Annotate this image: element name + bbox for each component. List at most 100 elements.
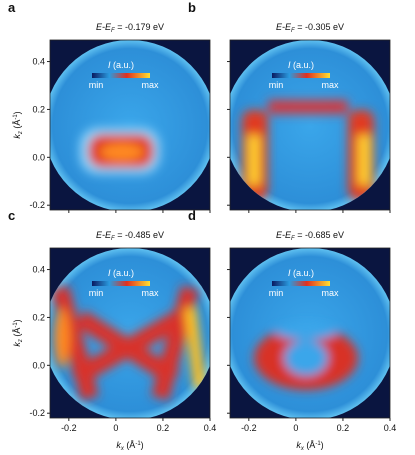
- map: [50, 40, 210, 210]
- intensity: [80, 128, 160, 174]
- colorbar-unit: (a.u.): [111, 268, 135, 278]
- panel: a E-EF = -0.179 eV I (a.u.) min max -0.2 0.0 0.…: [8, 0, 211, 213]
- title-sub: F: [111, 28, 115, 34]
- colorbar-title: I (a.u.): [288, 60, 314, 70]
- panel-label: c: [8, 208, 15, 223]
- y-tick-label: 0.4: [32, 265, 45, 275]
- axis-unit: (Å: [124, 440, 136, 450]
- axis-symbol: k: [12, 134, 22, 139]
- panel-label: a: [8, 0, 16, 15]
- x-tick-label: 0: [293, 423, 298, 433]
- colorbar-symbol: I: [108, 60, 111, 70]
- axis-sub: x: [120, 446, 125, 452]
- axis-unit: (Å: [12, 328, 22, 340]
- y-tick-label: -0.2: [29, 200, 45, 210]
- axis-sub: x: [300, 446, 305, 452]
- hot-spot: [358, 135, 370, 185]
- axis-unit-close: ): [12, 111, 22, 114]
- colorbar-symbol: I: [108, 268, 111, 278]
- axes-frame: [49, 39, 211, 211]
- axis-exp: -1: [13, 322, 19, 328]
- y-axis-label: kz (Å-1): [12, 111, 24, 138]
- hot-spot: [54, 308, 70, 368]
- y-tick-label: 0.2: [32, 104, 45, 114]
- panel: b E-EF = -0.305 eV I (a.u.) min max: [188, 0, 391, 213]
- panel-label: d: [188, 208, 196, 223]
- panel-title: E-EF = -0.305 eV: [276, 22, 344, 34]
- map: [50, 248, 210, 418]
- title-sub: F: [111, 236, 115, 242]
- panel: d E-EF = -0.685 eV I (a.u.) min max -0.2 0 0.2 0…: [188, 208, 396, 452]
- y-axis-label: kz (Å-1): [12, 319, 24, 346]
- axis-sub: z: [18, 131, 24, 135]
- title-var: E-E: [276, 230, 292, 240]
- x-tick-label: 0.2: [337, 423, 350, 433]
- hot-spot: [276, 324, 336, 340]
- y-tick-label: 0.4: [32, 57, 45, 67]
- colorbar: [92, 73, 150, 78]
- axis-symbol: k: [12, 342, 22, 347]
- axis-unit-close: ): [12, 319, 22, 322]
- intensity: [242, 100, 374, 200]
- y-tick-label: 0.0: [32, 360, 45, 370]
- panel-title: E-EF = -0.485 eV: [96, 230, 164, 242]
- panel-title: E-EF = -0.685 eV: [276, 230, 344, 242]
- axis-unit: (Å: [304, 440, 316, 450]
- x-tick-label: 0.2: [157, 423, 170, 433]
- y-tick-label: -0.2: [29, 408, 45, 418]
- title-value: = -0.179 eV: [115, 22, 164, 32]
- axes-frame: [229, 39, 391, 211]
- colorbar-max: max: [321, 288, 339, 298]
- hot-spot: [184, 307, 206, 389]
- x-tick-label: 0.4: [204, 423, 217, 433]
- title-sub: F: [291, 236, 295, 242]
- colorbar-symbol: I: [288, 268, 291, 278]
- intensity: [254, 324, 358, 390]
- hot-spot: [51, 285, 199, 401]
- axes-frame: [229, 247, 391, 419]
- colorbar-unit: (a.u.): [291, 268, 315, 278]
- intensity: [51, 285, 206, 401]
- panel: c E-EF = -0.485 eV I (a.u.) min max -0.2 0 0.2 0…: [8, 208, 216, 452]
- panel-label: b: [188, 0, 196, 15]
- axis-unit-close: ): [141, 440, 144, 450]
- hot-spot: [284, 340, 328, 376]
- x-tick-label: -0.2: [241, 423, 257, 433]
- colorbar-title: I (a.u.): [288, 268, 314, 278]
- colorbar-min: min: [89, 80, 104, 90]
- colorbar: [92, 281, 150, 286]
- x-tick-label: 0.4: [384, 423, 397, 433]
- title-var: E-E: [276, 22, 292, 32]
- colorbar: [272, 281, 330, 286]
- colorbar-unit: (a.u.): [291, 60, 315, 70]
- colorbar-max: max: [141, 288, 159, 298]
- colorbar-title: I (a.u.): [108, 60, 134, 70]
- title-value: = -0.305 eV: [295, 22, 344, 32]
- colorbar-max: max: [321, 80, 339, 90]
- hot-spot: [100, 143, 144, 161]
- panel-title: E-EF = -0.179 eV: [96, 22, 164, 34]
- colorbar-min: min: [269, 80, 284, 90]
- colorbar-title: I (a.u.): [108, 268, 134, 278]
- hot-spot: [248, 135, 260, 185]
- axis-exp: -1: [13, 114, 19, 120]
- title-value: = -0.685 eV: [295, 230, 344, 240]
- map: [230, 248, 390, 418]
- map: [230, 40, 390, 210]
- colorbar-min: min: [269, 288, 284, 298]
- axes-frame: [49, 247, 211, 419]
- x-tick-label: -0.2: [61, 423, 77, 433]
- y-tick-label: 0.2: [32, 312, 45, 322]
- hot-spot: [268, 100, 348, 114]
- colorbar-min: min: [89, 288, 104, 298]
- colorbar-symbol: I: [288, 60, 291, 70]
- x-axis-label: kx (Å-1): [116, 440, 143, 452]
- colorbar: [272, 73, 330, 78]
- title-value: = -0.485 eV: [115, 230, 164, 240]
- colorbar-unit: (a.u.): [111, 60, 135, 70]
- title-sub: F: [291, 28, 295, 34]
- title-var: E-E: [96, 22, 112, 32]
- x-axis-label: kx (Å-1): [296, 440, 323, 452]
- y-tick-label: 0.0: [32, 152, 45, 162]
